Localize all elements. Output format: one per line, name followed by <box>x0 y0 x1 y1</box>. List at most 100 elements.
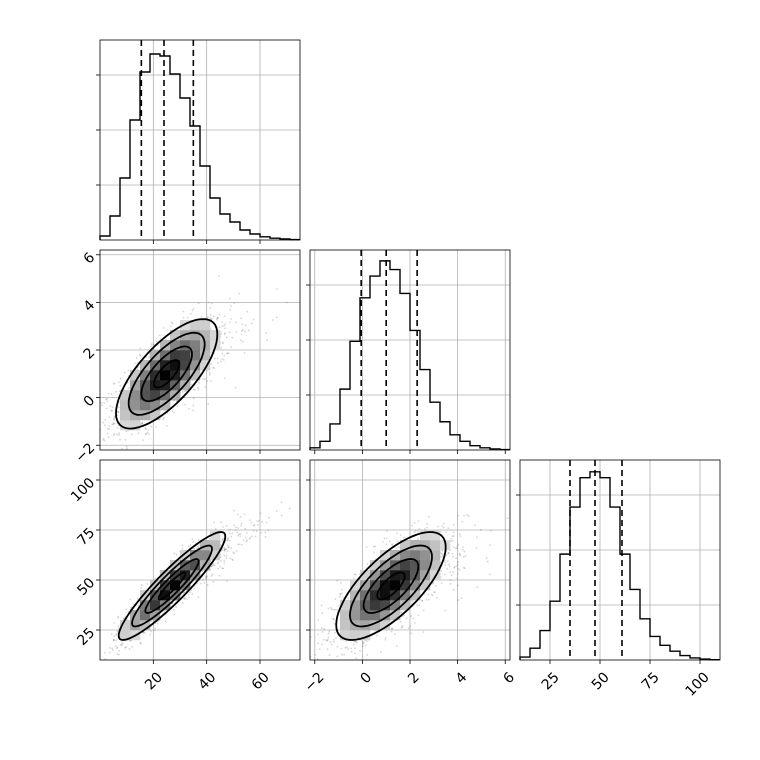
x-tick-label: 20 <box>142 669 166 693</box>
sample-point <box>331 643 333 646</box>
sample-point <box>233 509 235 512</box>
density-cell <box>190 350 201 361</box>
density-cell <box>190 320 201 331</box>
sample-point <box>452 531 455 534</box>
sample-point <box>186 598 188 600</box>
sample-point <box>162 327 165 329</box>
sample-point <box>210 318 213 321</box>
sample-point <box>458 552 461 555</box>
sample-point <box>150 630 153 633</box>
sample-point <box>240 524 242 527</box>
sample-point <box>192 388 195 391</box>
sample-point <box>441 525 443 527</box>
sample-point <box>359 649 361 652</box>
sample-point <box>210 302 213 305</box>
density-cell <box>190 550 201 561</box>
density-cell <box>420 560 431 571</box>
sample-point <box>146 431 149 434</box>
sample-point <box>353 573 356 576</box>
density-cell <box>120 420 131 431</box>
sample-point <box>188 408 190 410</box>
sample-point <box>410 632 413 635</box>
sample-point <box>255 530 258 533</box>
contour-1sigma <box>144 558 200 614</box>
sample-point <box>353 640 355 643</box>
sample-point <box>162 418 165 421</box>
sample-point <box>229 539 232 542</box>
sample-point <box>310 635 312 638</box>
sample-point <box>456 573 459 575</box>
sample-point <box>354 647 356 650</box>
sample-point <box>237 543 240 546</box>
sample-point <box>336 608 339 611</box>
sample-point <box>90 678 92 680</box>
sample-point <box>464 554 467 557</box>
density-cell <box>120 630 131 641</box>
sample-point <box>455 557 458 560</box>
sample-point <box>175 553 178 556</box>
contour-1.5sigma <box>131 544 213 628</box>
sample-point <box>221 320 223 323</box>
sample-point <box>239 516 242 518</box>
sample-point <box>123 371 126 374</box>
density-cell <box>400 600 411 611</box>
sample-point <box>451 535 454 538</box>
sample-point <box>223 560 226 562</box>
sample-point <box>225 352 228 355</box>
sample-point <box>221 549 223 551</box>
sample-point <box>275 510 278 512</box>
sample-point <box>336 655 339 658</box>
sample-point <box>226 550 229 552</box>
sample-point <box>227 546 230 549</box>
sample-point <box>355 640 357 643</box>
sample-point <box>218 326 221 329</box>
sample-point <box>457 514 459 517</box>
sample-point <box>109 651 111 654</box>
sample-point <box>227 546 230 549</box>
sample-point <box>354 573 357 576</box>
sample-point <box>241 340 244 343</box>
sample-point <box>285 301 288 304</box>
sample-point <box>384 636 387 639</box>
y-tick-label: 50 <box>74 575 98 599</box>
sample-point <box>326 639 329 642</box>
density-cell <box>200 550 211 561</box>
sample-point <box>250 322 253 325</box>
sample-point <box>450 574 453 577</box>
contour-1sigma <box>140 345 193 403</box>
sample-point <box>244 537 247 540</box>
sample-point <box>344 646 347 649</box>
sample-point <box>422 631 425 633</box>
sample-point <box>414 530 417 532</box>
sample-point <box>265 332 268 334</box>
density-cell <box>150 390 161 401</box>
sample-point <box>222 567 225 570</box>
sample-point <box>129 640 131 642</box>
density-cell <box>370 570 381 581</box>
sample-point <box>111 423 114 426</box>
sample-point <box>210 351 213 354</box>
density-cell <box>420 540 431 551</box>
sample-point <box>426 526 428 529</box>
sample-point <box>226 538 228 541</box>
density-cell <box>360 610 371 621</box>
sample-point <box>334 637 337 640</box>
sample-point <box>193 388 196 391</box>
density-cell <box>370 600 381 611</box>
sample-point <box>135 356 138 359</box>
sample-point <box>353 652 356 655</box>
density-cell <box>130 620 141 631</box>
sample-point <box>145 428 148 430</box>
contour-0.5sigma <box>376 571 406 601</box>
sample-point <box>214 527 217 530</box>
sample-point <box>326 648 329 651</box>
sample-point <box>457 561 459 563</box>
sample-point <box>455 547 457 550</box>
sample-point <box>222 358 225 361</box>
sample-point <box>458 533 461 536</box>
sample-point <box>148 433 151 436</box>
sample-point <box>170 321 173 324</box>
sample-point <box>354 640 356 643</box>
sample-point <box>148 356 150 359</box>
sample-point <box>330 608 333 611</box>
